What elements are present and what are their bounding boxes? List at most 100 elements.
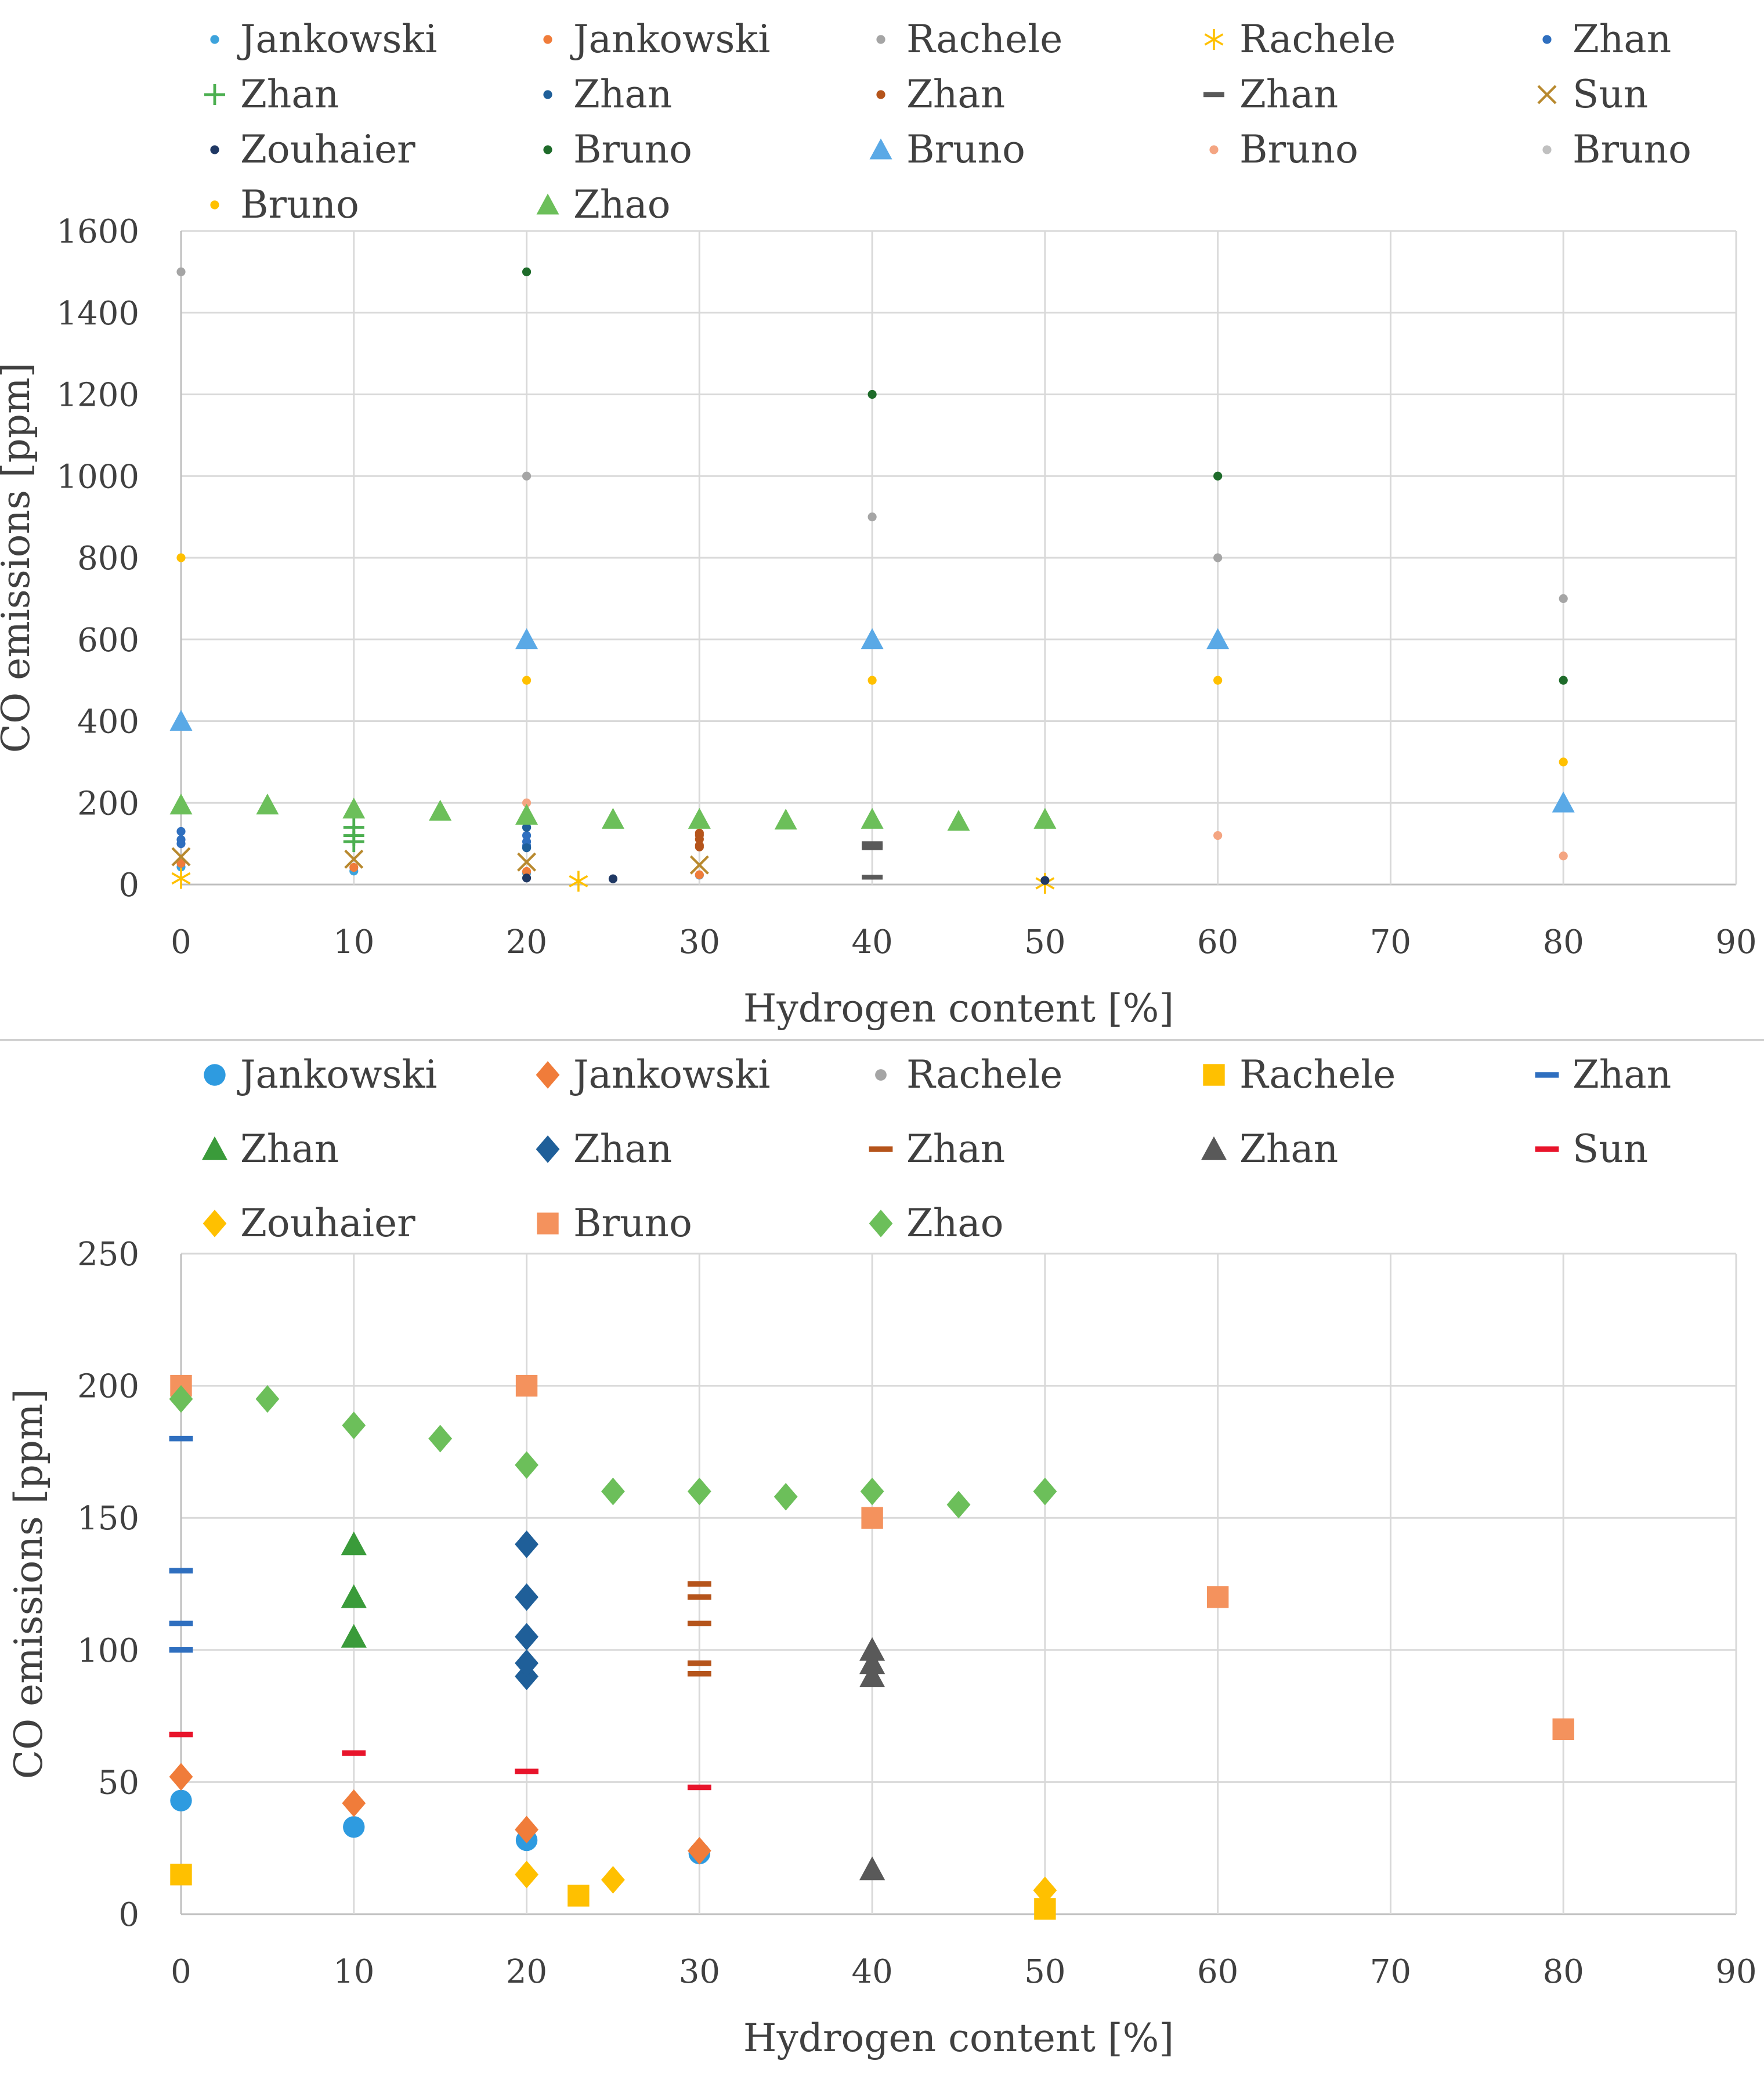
legend-marker <box>536 193 559 215</box>
legend-marker <box>1201 1136 1227 1160</box>
data-point <box>1206 628 1230 649</box>
series-zhan-6 <box>515 1530 538 1691</box>
data-point <box>1213 471 1223 481</box>
data-point <box>1559 851 1568 861</box>
y-tick-label: 0 <box>118 867 139 904</box>
legend-item: Zhan <box>204 72 339 117</box>
y-tick-label: 100 <box>77 1632 139 1670</box>
data-point <box>1213 831 1223 840</box>
data-point <box>176 858 186 868</box>
data-point <box>344 849 364 869</box>
data-point <box>341 1623 367 1648</box>
series-zouhaier-10 <box>515 1860 1057 1904</box>
series-zhan-6 <box>522 822 532 853</box>
legend-marker <box>203 1210 227 1237</box>
series-zhan-4 <box>169 1435 193 1653</box>
legend-item: Sun <box>1535 1127 1648 1171</box>
legend-item: Bruno <box>543 127 692 172</box>
series-zhan-8 <box>862 841 883 880</box>
data-point <box>515 803 538 825</box>
series-bruno-15 <box>176 553 1568 767</box>
legend-marker <box>1204 29 1224 50</box>
data-point <box>688 807 711 829</box>
y-tick-label: 50 <box>98 1764 139 1802</box>
data-point <box>861 1507 883 1529</box>
x-tick-label: 50 <box>1024 923 1065 961</box>
legend-item: Rachele <box>876 17 1062 62</box>
legend-item: Bruno <box>869 127 1025 172</box>
data-point <box>176 835 186 844</box>
data-point <box>522 267 532 276</box>
x-tick-label: 90 <box>1715 1953 1756 1991</box>
legend-item: Zouhaier <box>210 127 415 172</box>
y-tick-label: 0 <box>118 1896 139 1934</box>
data-point <box>349 862 359 872</box>
x-axis-label: Hydrogen content [%] <box>743 986 1174 1031</box>
chart-top: 0 200 400 600 800 1000 1200 1400 1600 0 10 20 30 40 50… <box>0 17 1757 1031</box>
legend-marker <box>543 35 552 44</box>
legend-item: Jankowski <box>536 1052 771 1097</box>
data-point <box>342 1412 366 1439</box>
data-point <box>256 793 279 815</box>
data-point <box>517 852 537 872</box>
legend-label: Bruno <box>573 127 692 172</box>
x-tick-label: 80 <box>1543 1953 1584 1991</box>
data-point <box>569 871 588 892</box>
data-point <box>867 512 877 522</box>
data-point <box>515 1815 538 1844</box>
legend-item: Sun <box>1537 72 1648 117</box>
legend-label: Jankowski <box>570 17 771 62</box>
legend-label: Zhao <box>906 1201 1003 1246</box>
legend-label: Zouhaier <box>240 127 415 172</box>
series-bruno-11 <box>522 267 1568 685</box>
legend-marker <box>210 200 219 210</box>
legend-label: Zhan <box>240 1127 339 1171</box>
legend-item: Bruno <box>210 182 359 227</box>
y-tick-label: 400 <box>77 703 139 741</box>
x-tick-label: 40 <box>851 923 892 961</box>
y-tick-label: 1400 <box>56 295 139 333</box>
legend-label: Bruno <box>573 1201 692 1246</box>
chart-bottom: 0 50 100 150 200 250 0 10 20 30 40 50 60 70 80 90 Hydrog… <box>6 1052 1757 2060</box>
series-sun-9 <box>171 847 709 875</box>
x-axis-label: Hydrogen content [%] <box>743 2016 1174 2060</box>
data-point <box>859 1663 885 1688</box>
legend-marker <box>536 1061 560 1089</box>
x-tick-label: 30 <box>679 923 720 961</box>
legend-marker <box>1537 85 1557 104</box>
y-tick-label: 150 <box>77 1500 139 1537</box>
series-rachele-3 <box>170 1864 1056 1920</box>
data-point <box>522 843 532 853</box>
legend-item: Zhao <box>869 1201 1003 1246</box>
data-point <box>176 553 186 562</box>
legend-label: Zhan <box>1573 17 1671 62</box>
data-point <box>342 797 366 819</box>
legend-item: Rachele <box>875 1052 1062 1097</box>
legend-marker <box>204 84 225 105</box>
legend-label: Rachele <box>1239 1052 1396 1097</box>
series-bruno-12 <box>169 628 1575 813</box>
data-point <box>515 1530 538 1558</box>
data-point <box>773 1482 798 1511</box>
data-point <box>867 676 877 685</box>
legend-item: Rachele <box>1203 1052 1396 1097</box>
y-axis-label: CO emissions [ppm] <box>6 1389 51 1780</box>
legend-label: Rachele <box>906 17 1062 62</box>
legend-item: Zhan <box>1542 17 1671 62</box>
y-tick-label: 250 <box>77 1236 139 1273</box>
legend-marker <box>537 1212 559 1235</box>
data-point <box>176 826 186 836</box>
legend-item: Zhan <box>201 1127 339 1171</box>
legend-label: Jankowski <box>237 1052 438 1097</box>
legend-label: Sun <box>1573 72 1648 117</box>
y-tick-label: 200 <box>77 1368 139 1406</box>
legend-label: Bruno <box>1239 127 1358 172</box>
data-point <box>601 1866 625 1894</box>
legend-label: Zhan <box>1239 72 1338 117</box>
series-zouhaier-10 <box>522 874 1050 885</box>
series-jankowski-0 <box>176 862 704 880</box>
data-point <box>1206 1586 1229 1608</box>
x-tick-label: 20 <box>506 923 547 961</box>
data-point <box>601 807 624 829</box>
data-point <box>170 1864 192 1886</box>
